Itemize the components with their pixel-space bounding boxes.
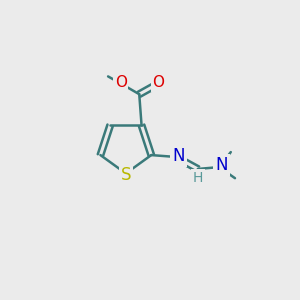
Text: O: O bbox=[152, 75, 164, 90]
Text: N: N bbox=[215, 156, 228, 174]
Text: S: S bbox=[121, 166, 131, 184]
Text: H: H bbox=[193, 171, 203, 185]
Text: N: N bbox=[172, 147, 185, 165]
Text: O: O bbox=[115, 75, 127, 90]
